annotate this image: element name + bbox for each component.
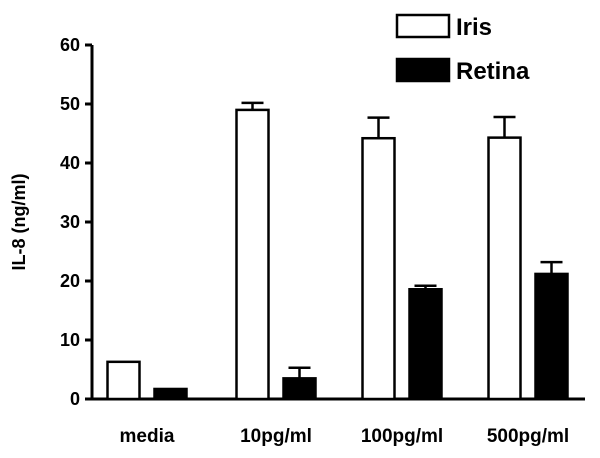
bars: [106, 108, 569, 401]
y-tick-label: 40: [60, 153, 80, 173]
bar-retina: [153, 387, 188, 401]
legend-label-iris: Iris: [456, 14, 492, 41]
bar-iris: [361, 136, 396, 401]
x-tick-label: media: [120, 426, 175, 447]
bar-iris: [487, 136, 522, 401]
y-tick-label: 0: [70, 389, 80, 409]
x-tick-label: 10pg/ml: [240, 426, 312, 447]
bar-iris: [106, 360, 141, 401]
y-tick-label: 50: [60, 94, 80, 114]
y-tick-label: 60: [60, 35, 80, 55]
bar-retina: [534, 272, 569, 401]
legend-swatch-iris: [395, 13, 451, 39]
legend-swatch-retina: [395, 57, 451, 83]
legend: Iris Retina: [395, 13, 530, 85]
y-tick-label: 30: [60, 212, 80, 232]
y-axis: 0 10 20 30 40 50 60: [60, 35, 94, 409]
x-tick-label: 500pg/ml: [487, 426, 569, 447]
legend-label-retina: Retina: [456, 58, 530, 85]
x-tick-label: 100pg/ml: [361, 426, 443, 447]
x-axis: media 10pg/ml 100pg/ml 500pg/ml: [85, 397, 585, 447]
bar-retina: [282, 377, 317, 401]
error-bars: [241, 101, 563, 379]
bar-iris: [235, 108, 270, 401]
bar-retina: [408, 288, 443, 401]
y-tick-label: 10: [60, 330, 80, 350]
y-tick-label: 20: [60, 271, 80, 291]
y-axis-label: IL-8 (ng/ml): [9, 174, 29, 271]
